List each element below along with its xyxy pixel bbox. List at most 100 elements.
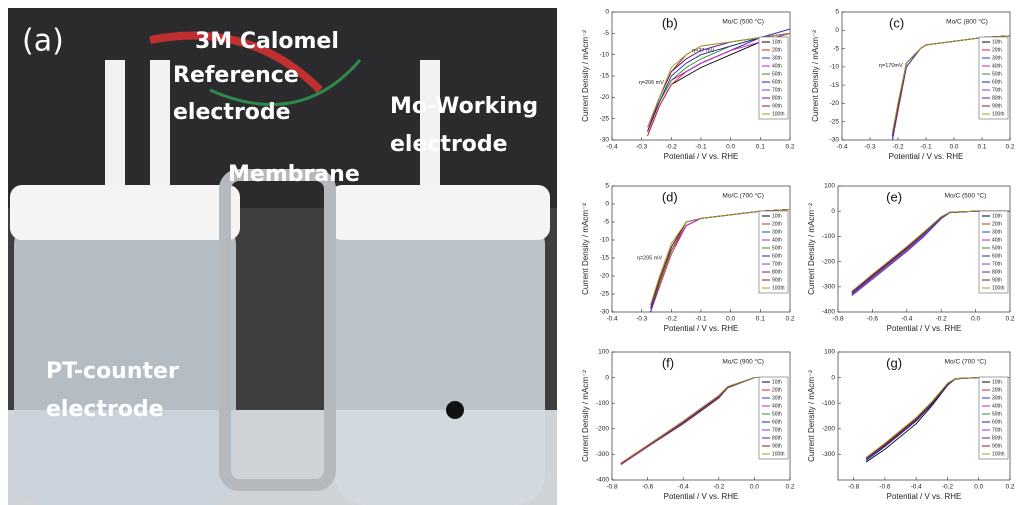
electrode — [420, 60, 440, 210]
x-axis-label: Potential / V vs. RHE — [887, 324, 962, 333]
legend-label: 40th — [772, 63, 782, 69]
y-axis-label: Current Density / mAcm⁻² — [811, 30, 820, 122]
x-tick-label: 0.0 — [949, 144, 958, 151]
legend-label: 100th — [772, 451, 785, 457]
legend-box — [758, 376, 789, 460]
x-tick-label: -0.2 — [666, 144, 678, 151]
legend-label: 10th — [772, 213, 782, 219]
data-line — [647, 32, 791, 128]
panel-label: (g) — [886, 355, 902, 370]
photo-label: electrode — [46, 397, 164, 422]
panel-label: (e) — [886, 189, 902, 204]
x-tick-label: -0.6 — [879, 484, 891, 491]
y-axis-label: Current Density / mAcm⁻² — [807, 370, 816, 462]
annotation: η=170mV — [879, 63, 903, 69]
clip-wire — [149, 31, 323, 93]
legend-label: 30th — [992, 55, 1002, 61]
photo-label: Reference — [173, 63, 299, 88]
x-tick-label: 0.0 — [971, 316, 980, 323]
x-tick-label: 0.2 — [785, 144, 794, 151]
legend-label: 70th — [772, 261, 782, 267]
legend-label: 20th — [772, 221, 782, 227]
legend-label: 40th — [992, 63, 1002, 69]
series-group — [647, 28, 791, 136]
y-tick-label: -30 — [600, 137, 610, 144]
y-tick-label: -200 — [596, 426, 609, 433]
legend-label: 90th — [992, 277, 1002, 283]
legend-label: 40th — [992, 403, 1002, 409]
y-tick-label: -10 — [830, 64, 840, 71]
data-line — [851, 210, 1010, 292]
legend-label: 70th — [992, 427, 1002, 433]
legend-label: 30th — [772, 55, 782, 61]
x-tick-label: -0.8 — [832, 316, 844, 323]
legend-label: 100th — [772, 285, 785, 291]
x-tick-label: -0.1 — [920, 144, 932, 151]
x-tick-label: 0.1 — [756, 316, 765, 323]
legend-label: 50th — [992, 245, 1002, 251]
photo-label: electrode — [173, 100, 291, 125]
legend-label: 20th — [772, 47, 782, 53]
legend-label: 50th — [772, 71, 782, 77]
y-tick-label: 100 — [824, 183, 835, 190]
legend-label: 10th — [772, 39, 782, 45]
legend-label: 100th — [992, 111, 1005, 117]
legend-label: 30th — [992, 395, 1002, 401]
clamp — [219, 169, 336, 491]
y-tick-label: -20 — [600, 94, 610, 101]
data-line — [650, 208, 791, 305]
legend-label: 80th — [772, 269, 782, 275]
legend-label: 70th — [992, 87, 1002, 93]
legend-box — [978, 376, 1009, 460]
legend-label: 80th — [992, 269, 1002, 275]
y-tick-label: 5 — [835, 9, 839, 16]
lid-right — [330, 185, 550, 240]
legend-label: 100th — [992, 451, 1005, 457]
x-tick-label: 0.1 — [977, 144, 986, 151]
legend-label: 60th — [772, 253, 782, 259]
x-tick-label: 0.1 — [756, 144, 765, 151]
y-tick-label: -300 — [596, 451, 609, 458]
legend-label: 60th — [772, 79, 782, 85]
legend-box — [978, 36, 1009, 120]
y-tick-label: -10 — [600, 51, 610, 58]
electrode — [150, 60, 170, 210]
y-axis-label: Current Density / mAcm⁻² — [807, 203, 816, 295]
photo-label: Membrane — [228, 162, 360, 187]
lid-left — [10, 185, 240, 240]
electrode-tip — [446, 401, 464, 419]
legend-label: 50th — [772, 245, 782, 251]
x-tick-label: 0.2 — [1005, 144, 1014, 151]
legend-box — [758, 36, 789, 120]
panel-label: (d) — [662, 189, 678, 204]
x-tick-label: -0.4 — [606, 316, 618, 323]
y-tick-label: -300 — [822, 284, 835, 291]
wire — [209, 59, 362, 107]
legend-label: 90th — [992, 103, 1002, 109]
data-line — [891, 35, 1011, 133]
legend-label: 40th — [772, 237, 782, 243]
legend-label: 90th — [992, 443, 1002, 449]
y-tick-label: -200 — [822, 426, 835, 433]
y-tick-label: 0 — [605, 374, 609, 381]
y-tick-label: -25 — [600, 115, 610, 122]
x-tick-label: -0.3 — [864, 144, 876, 151]
y-tick-label: 0 — [831, 374, 835, 381]
x-axis-label: Potential / V vs. RHE — [889, 152, 964, 161]
x-tick-label: 0.0 — [750, 484, 759, 491]
y-tick-label: 100 — [598, 349, 609, 356]
legend-label: 20th — [992, 387, 1002, 393]
data-line — [647, 32, 791, 132]
y-tick-label: -25 — [600, 291, 610, 298]
legend-label: 90th — [772, 277, 782, 283]
series-group — [650, 208, 791, 313]
legend-label: 10th — [992, 213, 1002, 219]
y-tick-label: -15 — [600, 73, 610, 80]
x-tick-label: 0.0 — [726, 316, 735, 323]
x-tick-label: -0.6 — [867, 316, 879, 323]
panel-label: (f) — [662, 355, 674, 370]
data-line — [620, 377, 773, 464]
chart-title: Mo/C (700 °C) — [945, 358, 987, 366]
legend-label: 80th — [992, 435, 1002, 441]
